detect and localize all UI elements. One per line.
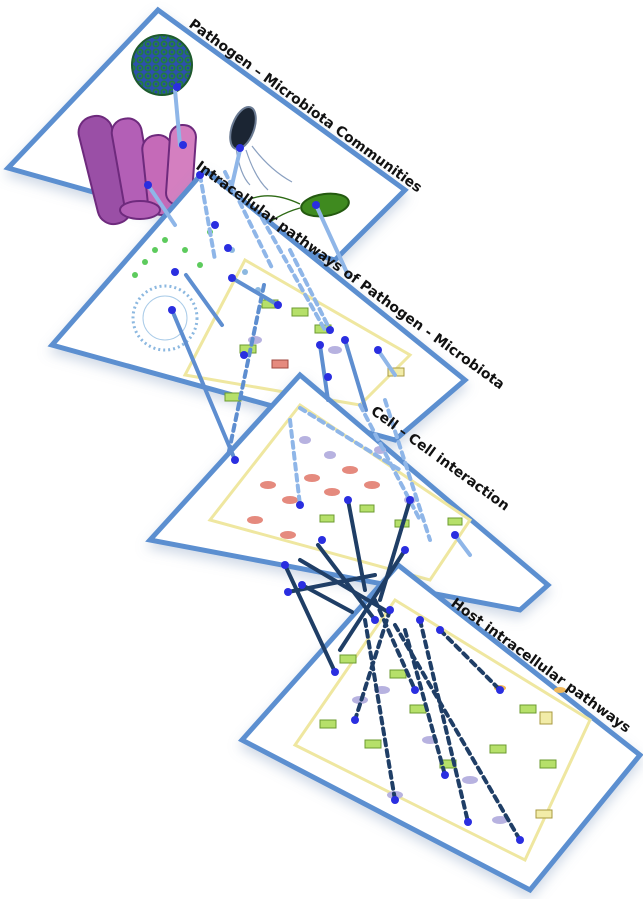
- layer-pathogen-frame: [3, 6, 409, 263]
- inter-layer-links-dark: [283, 498, 522, 842]
- link-endpoint-nodes: [144, 83, 524, 844]
- virus-particle-image: [131, 34, 193, 96]
- ring-network-image: [131, 284, 199, 352]
- layer-host: [237, 561, 643, 894]
- layer-host-frame: [237, 561, 643, 894]
- inter-layer-links-light: [146, 88, 472, 557]
- bacilli-cluster-image: [77, 114, 197, 226]
- layer-cell-cell: [145, 371, 552, 613]
- pathway-box-host: [292, 597, 592, 863]
- layer-pathogen: [3, 6, 409, 263]
- flagellated-bacterium-image: [229, 105, 293, 191]
- pathway-box-cell: [207, 402, 473, 582]
